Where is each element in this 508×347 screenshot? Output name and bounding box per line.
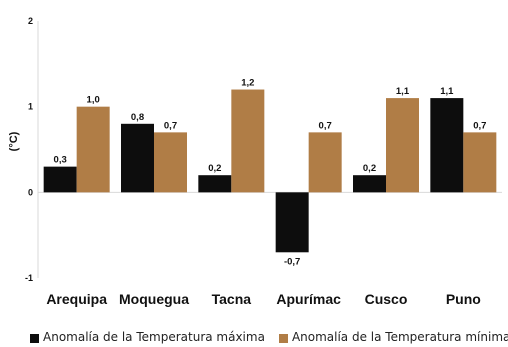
legend-swatch-min xyxy=(278,333,288,343)
bar-max xyxy=(198,175,232,193)
category-label: Arequipa xyxy=(46,291,107,307)
y-tick-label: 2 xyxy=(28,16,33,26)
data-label: 0,7 xyxy=(319,120,332,131)
chart-axes xyxy=(37,21,502,278)
category-label: Apurímac xyxy=(276,291,341,307)
data-labels: 0,3 1,0 0,8 0,7 0,2 1,2 -0,7 0,7 0,2 1,1 1,1 0,7 xyxy=(54,78,487,268)
data-label: 0,8 xyxy=(131,112,144,123)
data-label: 1,0 xyxy=(87,95,100,106)
bar-min xyxy=(154,132,187,193)
legend-label-min: Anomalía de la Temperatura mínima xyxy=(291,330,508,344)
bar-min xyxy=(308,132,342,193)
bar-max xyxy=(43,166,77,193)
bar-min xyxy=(231,89,265,193)
data-label: 0,3 xyxy=(54,155,67,166)
chart-legend: Anomalía de la Temperatura máxima Anomal… xyxy=(30,330,508,347)
bar-max xyxy=(430,98,464,193)
data-label: 0,7 xyxy=(164,120,177,131)
legend-item-min: Anomalía de la Temperatura mínima xyxy=(278,330,508,344)
legend-label-max: Anomalía de la Temperatura máxima xyxy=(43,330,265,344)
bar-min xyxy=(463,132,497,193)
data-label: 0,2 xyxy=(208,163,221,174)
data-label: 1,2 xyxy=(241,78,254,89)
category-label: Tacna xyxy=(212,291,252,307)
bar-min xyxy=(76,106,110,193)
category-label: Moquegua xyxy=(119,291,189,307)
category-label: Puno xyxy=(446,291,481,307)
y-tick-label: 0 xyxy=(28,187,33,197)
bar-min xyxy=(386,98,419,193)
data-label: 1,1 xyxy=(396,86,410,97)
y-tick-label: -1 xyxy=(25,273,33,283)
bar-max xyxy=(353,175,386,193)
bar-max xyxy=(275,192,309,253)
y-tick-labels: -1 0 1 2 xyxy=(25,16,33,283)
data-label: 0,2 xyxy=(363,163,376,174)
y-tick-label: 1 xyxy=(28,102,33,112)
data-label: 0,7 xyxy=(473,120,486,131)
category-label: Cusco xyxy=(365,291,408,307)
bar-max xyxy=(121,123,154,193)
bar-series-group xyxy=(43,89,497,253)
y-axis-title: (°C) xyxy=(8,131,20,151)
data-label: -0,7 xyxy=(284,256,300,267)
legend-swatch-max xyxy=(30,333,39,343)
category-labels: Arequipa Moquegua Tacna Apurímac Cusco Puno xyxy=(46,291,481,307)
legend-item-max: Anomalía de la Temperatura máxima xyxy=(30,330,265,344)
data-label: 1,1 xyxy=(440,86,454,97)
